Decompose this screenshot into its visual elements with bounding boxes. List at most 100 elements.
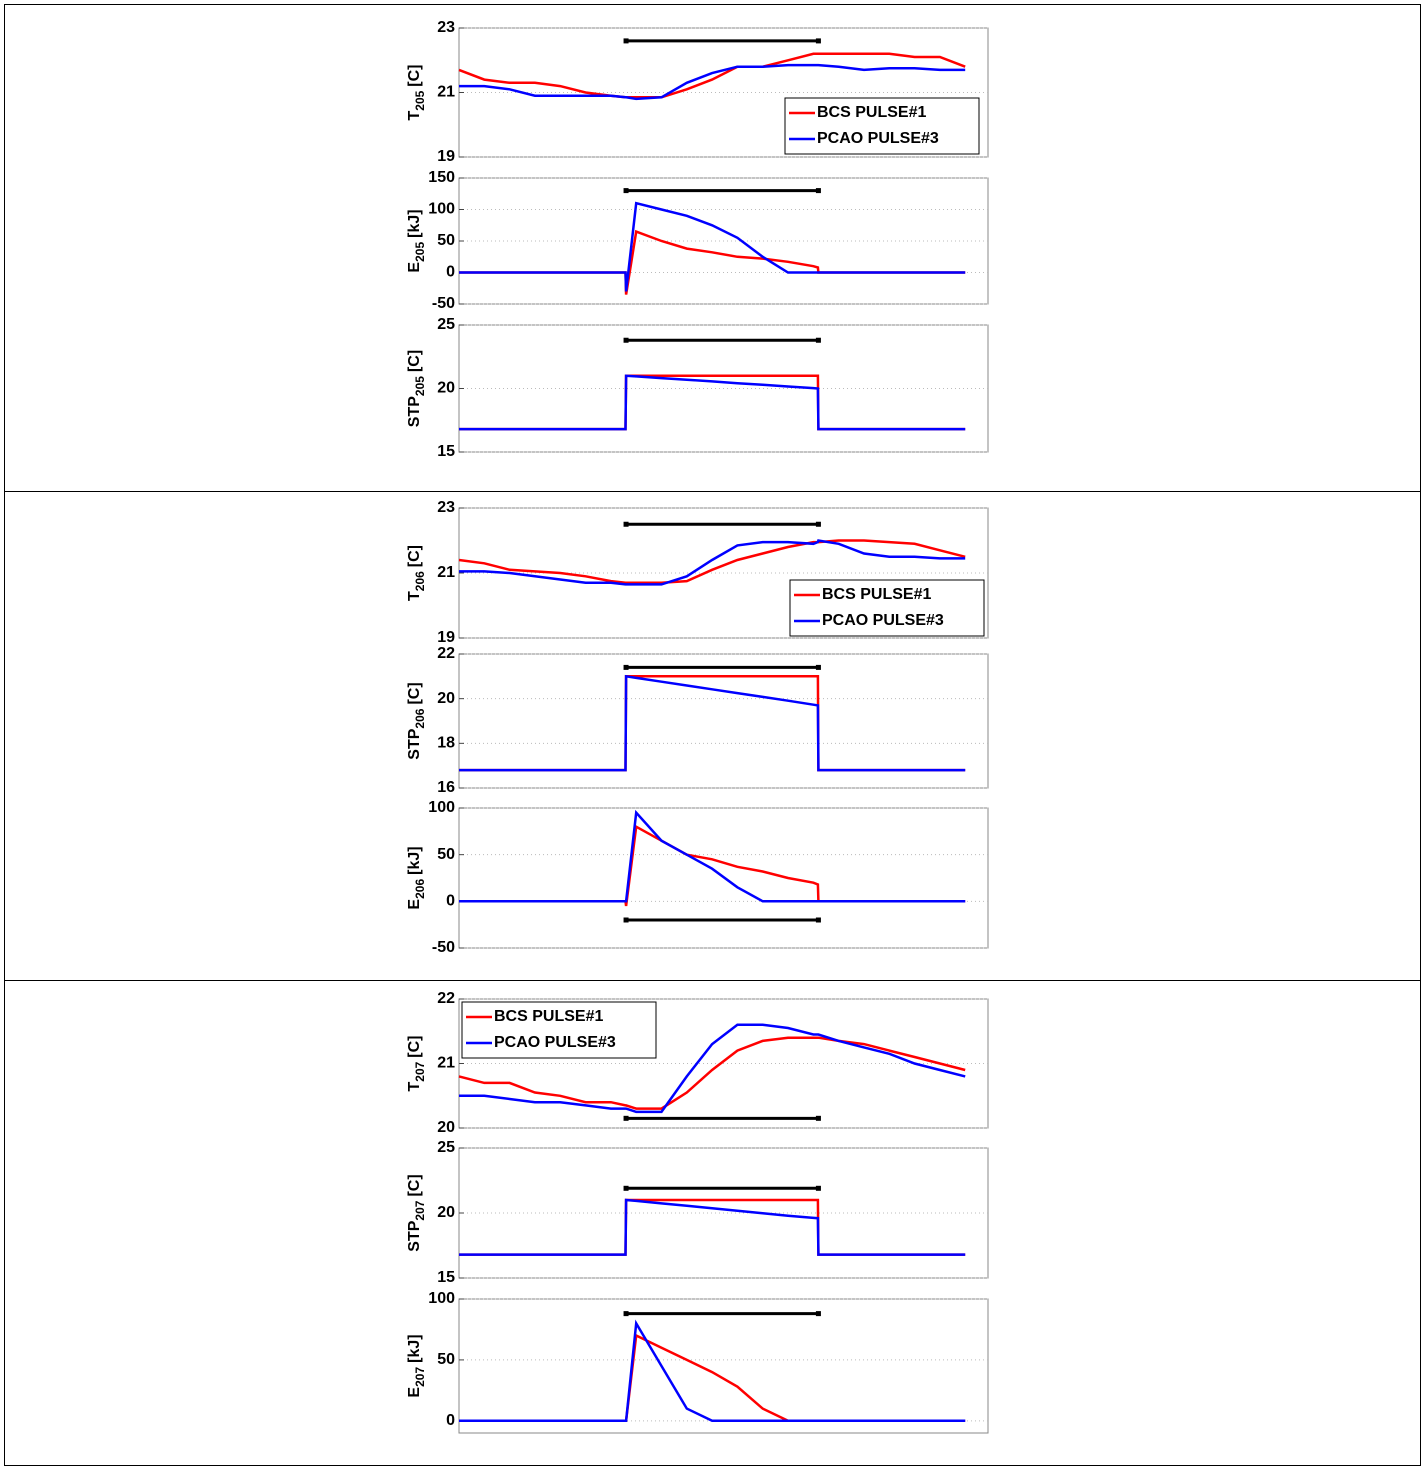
y-axis-label: E205 [kJ] — [406, 209, 427, 272]
y-label-sub: 206 — [413, 571, 427, 591]
y-label-main: E — [406, 262, 423, 273]
y-axis-label: T205 [C] — [406, 64, 427, 120]
y-tick-label: 25 — [437, 316, 455, 333]
interval-cap — [815, 521, 821, 527]
y-tick-label: 22 — [437, 990, 455, 1007]
legend-label: BCS PULSE#1 — [817, 104, 926, 121]
data-line — [458, 539, 966, 585]
data-line — [459, 674, 966, 772]
y-tick-label: 19 — [437, 629, 455, 646]
table-border — [4, 4, 1421, 1466]
y-tick-label: 20 — [437, 690, 455, 707]
y-axis-label: STP206 [C] — [406, 682, 427, 759]
data-line — [459, 374, 966, 431]
y-label-unit: [kJ] — [406, 209, 423, 237]
legend-label: PCAO PULSE#3 — [494, 1034, 616, 1051]
y-label-main: T — [406, 1082, 423, 1092]
y-tick-label: -50 — [432, 939, 455, 956]
y-axis-label: E207 [kJ] — [406, 1334, 427, 1397]
y-tick-label: 150 — [428, 169, 455, 186]
y-tick-label: 23 — [437, 19, 455, 36]
y-label-unit: [C] — [406, 545, 423, 567]
y-label-main: T — [406, 111, 423, 121]
data-line — [459, 809, 966, 903]
data-line — [459, 539, 966, 586]
y-axis-label: T206 [C] — [406, 545, 427, 601]
legend-label: PCAO PULSE#3 — [817, 130, 939, 147]
y-tick-label: 50 — [437, 846, 455, 863]
y-axis-label: STP205 [C] — [406, 350, 427, 427]
y-tick-label: 21 — [437, 1055, 455, 1072]
y-tick-label: 15 — [437, 1269, 455, 1286]
y-tick-label: 23 — [437, 499, 455, 516]
interval-cap — [815, 188, 821, 194]
y-axis-label: STP207 [C] — [406, 1174, 427, 1251]
interval-cap — [623, 337, 629, 343]
y-tick-label: 0 — [446, 893, 455, 910]
y-label-unit: [kJ] — [406, 1334, 423, 1362]
interval-cap — [815, 1311, 821, 1317]
y-label-sub: 207 — [413, 1061, 427, 1081]
interval-cap — [815, 38, 821, 44]
y-tick-label: -50 — [432, 295, 455, 312]
y-tick-label: 20 — [437, 1119, 455, 1136]
y-tick-label: 16 — [437, 779, 455, 796]
y-tick-label: 0 — [446, 264, 455, 281]
y-tick-label: 22 — [437, 645, 455, 662]
y-tick-label: 21 — [437, 84, 455, 101]
y-tick-label: 20 — [437, 380, 455, 397]
interval-cap — [815, 1115, 821, 1121]
y-tick-label: 100 — [428, 1290, 455, 1307]
interval-cap — [815, 664, 821, 670]
data-line — [459, 63, 966, 101]
y-label-main: STP — [406, 728, 423, 759]
legend-box — [784, 97, 980, 155]
y-label-main: E — [406, 899, 423, 910]
data-line — [459, 1319, 966, 1423]
interval-cap — [623, 917, 629, 923]
y-tick-label: 21 — [437, 564, 455, 581]
interval-cap — [623, 1115, 629, 1121]
y-label-main: T — [406, 591, 423, 601]
interval-cap — [623, 1185, 629, 1191]
y-tick-label: 50 — [437, 1351, 455, 1368]
y-tick-label: 20 — [437, 1204, 455, 1221]
legend-label: BCS PULSE#1 — [822, 586, 931, 603]
y-tick-label: 50 — [437, 232, 455, 249]
y-label-sub: 207 — [413, 1367, 427, 1387]
y-label-unit: [C] — [406, 682, 423, 704]
plot-area — [458, 653, 989, 789]
legend-label: BCS PULSE#1 — [494, 1008, 603, 1025]
y-label-sub: 205 — [413, 376, 427, 396]
interval-cap — [623, 1311, 629, 1317]
legend-label: PCAO PULSE#3 — [822, 612, 944, 629]
y-tick-label: 15 — [437, 443, 455, 460]
y-label-main: STP — [406, 396, 423, 427]
y-tick-label: 100 — [428, 201, 455, 218]
y-label-unit: [kJ] — [406, 846, 423, 874]
y-label-main: STP — [406, 1220, 423, 1251]
data-line — [459, 1198, 966, 1256]
legend-box — [461, 1001, 657, 1059]
y-tick-label: 25 — [437, 1139, 455, 1156]
y-label-unit: [C] — [406, 1174, 423, 1196]
y-label-sub: 205 — [413, 242, 427, 262]
interval-cap — [623, 38, 629, 44]
data-line — [458, 1036, 966, 1110]
y-axis-label: E206 [kJ] — [406, 846, 427, 909]
data-line — [459, 1023, 966, 1114]
y-tick-label: 100 — [428, 799, 455, 816]
legend-box — [789, 579, 985, 637]
interval-cap — [815, 337, 821, 343]
plot-area — [458, 1298, 989, 1434]
interval-cap — [623, 521, 629, 527]
interval-cap — [815, 917, 821, 923]
y-axis-label: T207 [C] — [406, 1035, 427, 1091]
y-label-unit: [C] — [406, 350, 423, 372]
y-label-sub: 206 — [413, 708, 427, 728]
y-label-sub: 207 — [413, 1200, 427, 1220]
y-label-sub: 205 — [413, 90, 427, 110]
data-line — [459, 201, 966, 292]
